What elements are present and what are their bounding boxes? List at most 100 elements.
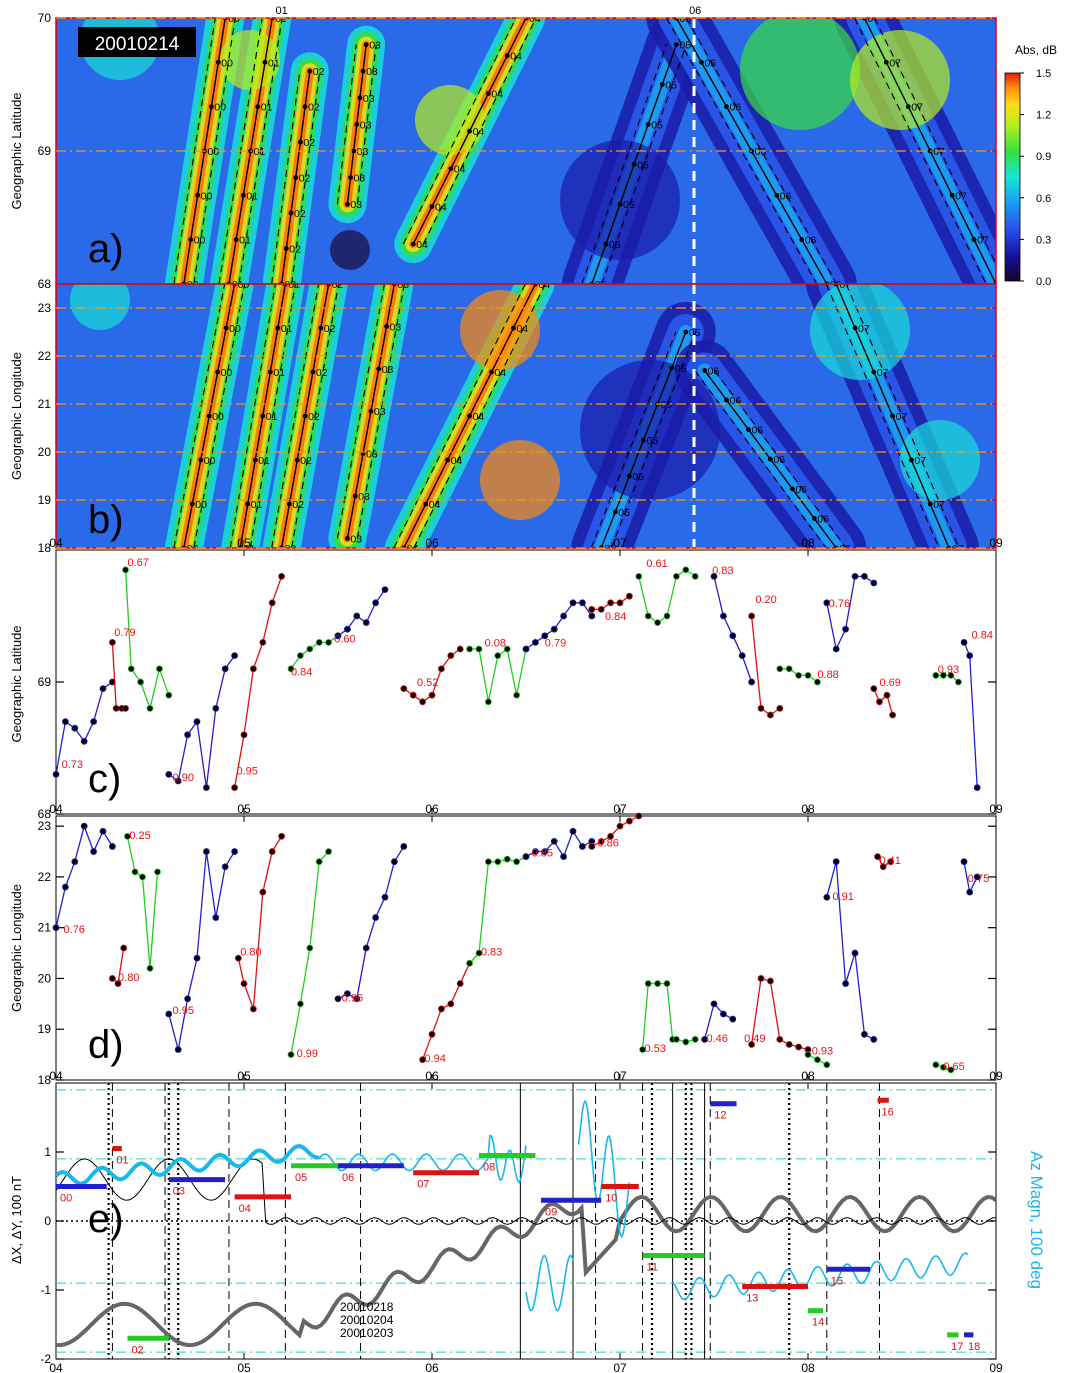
correlation-label: 0.73	[62, 759, 83, 771]
x-tick-label: 08	[801, 1361, 815, 1373]
correlation-label: 0.91	[832, 891, 853, 903]
track-label: 06	[795, 484, 807, 496]
track-label: 06	[830, 279, 842, 291]
series-point	[870, 1035, 878, 1043]
track-label: 00	[212, 411, 224, 423]
series-point	[795, 672, 802, 679]
track-label: 02	[285, 543, 297, 555]
series-point	[62, 718, 69, 725]
series-point	[616, 599, 624, 607]
track-boundary	[356, 44, 377, 205]
series-point	[767, 711, 774, 719]
curve-azimuth	[318, 1134, 527, 1185]
series-line	[124, 569, 170, 711]
track-label: 02	[316, 367, 328, 379]
series-point	[278, 832, 286, 840]
x-tick-label: 07	[613, 802, 627, 816]
y-tick-label: 1	[44, 1145, 51, 1159]
track-point	[267, 369, 273, 375]
colorbar-tick-label: 0.0	[1036, 276, 1051, 288]
series-point	[131, 868, 139, 876]
colorbar-tick-label: 1.2	[1036, 110, 1051, 122]
track-label: 05	[665, 80, 677, 92]
series-point	[114, 980, 122, 987]
series-point	[296, 1000, 304, 1008]
series-point	[484, 858, 492, 866]
track-point	[504, 53, 510, 59]
series-point	[146, 964, 154, 972]
track-label: 07	[867, 13, 879, 25]
series-point	[259, 639, 267, 646]
track-point	[641, 437, 646, 443]
y-tick-label: 68	[38, 277, 52, 291]
series-point	[701, 1035, 708, 1043]
x-tick-label: 09	[989, 802, 1003, 816]
track-boundary	[393, 284, 526, 548]
correlation-label: 0.94	[424, 1053, 445, 1065]
series-point	[966, 652, 974, 659]
correlation-label: 0.52	[417, 677, 438, 689]
panel-a-latitude-heatmap: 0000000000000001010101010101020202020202…	[9, 5, 997, 291]
series-point	[588, 606, 596, 613]
track-label: 01	[251, 499, 263, 511]
curve-azimuth	[56, 1143, 320, 1186]
track-point	[318, 325, 324, 331]
series-point	[165, 1010, 173, 1018]
track-label: 03	[350, 199, 362, 211]
track-point	[348, 175, 353, 181]
track-label: 00	[195, 499, 207, 511]
heatmap-patch	[850, 30, 950, 130]
track-point	[909, 457, 914, 463]
heatmap-b-tracks: 0000000000000001010101010101020202020202…	[173, 279, 964, 555]
series-point	[334, 632, 342, 640]
interval-label: 01	[116, 1155, 128, 1167]
series-point	[729, 632, 737, 640]
y-tick-label: 21	[38, 921, 52, 935]
track-label: 02	[308, 102, 320, 114]
series-point	[494, 858, 502, 866]
panel-b-ylabel: Geographic Longitude	[9, 352, 24, 480]
correlation-label: 0.76	[64, 924, 85, 936]
correlation-label: 0.41	[879, 855, 900, 867]
track-label: 05	[651, 119, 663, 131]
x-tick-label: 08	[801, 802, 815, 816]
date-label: 20010214	[95, 34, 180, 55]
x-tick-label: 07	[613, 536, 627, 550]
series-point	[823, 1061, 831, 1069]
track-label: 05	[609, 239, 621, 251]
series-point	[372, 599, 380, 607]
series-point	[124, 832, 131, 840]
track-point	[423, 501, 429, 507]
series-point	[71, 858, 79, 866]
correlation-label: 0.83	[712, 565, 733, 577]
series-point	[522, 645, 530, 653]
track-point	[702, 368, 707, 373]
series-point	[221, 665, 229, 673]
series-point	[174, 777, 182, 785]
track-label: 06	[708, 365, 720, 377]
series-point	[861, 1030, 868, 1038]
series-point	[883, 691, 891, 699]
track-point	[883, 59, 889, 65]
track-label: 02	[299, 173, 311, 185]
x-tick-label: 05	[237, 536, 251, 550]
track-label: 07	[877, 367, 889, 379]
y-tick-label: 20	[38, 445, 52, 459]
track-label: 03	[397, 279, 409, 291]
x-tick-label: 07	[613, 1069, 627, 1083]
series-point	[112, 705, 120, 712]
series-line	[168, 655, 236, 788]
series-point	[139, 873, 146, 881]
correlation-label: 0.76	[829, 598, 850, 610]
track-label: 02	[294, 208, 306, 220]
series-point	[240, 980, 248, 987]
series-point	[174, 1046, 182, 1053]
interval-label: 00	[60, 1193, 72, 1205]
series-point	[362, 944, 370, 952]
correlation-label: 0.49	[744, 1033, 765, 1045]
series-point	[644, 980, 652, 987]
track-label: 07	[914, 455, 926, 467]
series-point	[757, 975, 765, 982]
series-line	[168, 851, 236, 1050]
